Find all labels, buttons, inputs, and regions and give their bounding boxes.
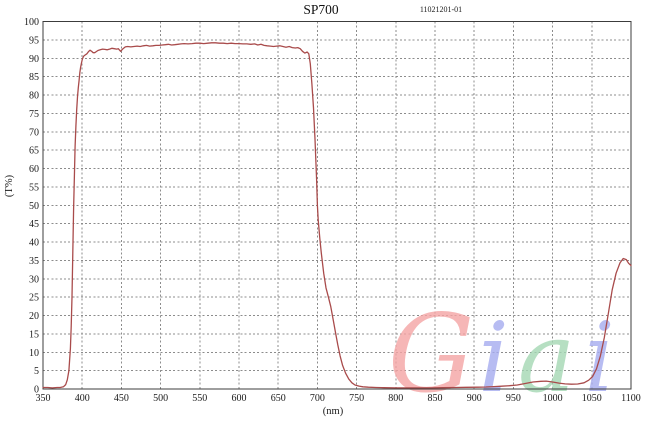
y-tick-label: 15 [29,329,39,340]
x-tick-label: 550 [192,393,207,404]
gridlines [43,21,631,389]
x-axis-label: (nm) [323,406,344,417]
y-tick-label: 70 [29,127,39,138]
x-tick-label: 1000 [543,393,563,404]
y-tick-label: 10 [29,348,39,359]
watermark-letter: a [518,302,575,414]
x-tick-label: 450 [114,393,129,404]
y-axis-label: (T%) [4,174,15,197]
x-tick-labels: 350 400 450 500 550 600 650 700 750 800 850 900 950 1… [36,393,641,404]
y-tick-label: 40 [29,238,39,249]
x-tick-label: 1050 [582,393,602,404]
y-tick-label: 30 [29,274,39,285]
y-tick-label: 50 [29,201,39,212]
y-tick-label: 75 [29,109,39,120]
x-tick-label: 350 [36,393,51,404]
x-tick-label: 650 [271,393,286,404]
y-tick-label: 85 [29,72,39,83]
x-tick-label: 750 [349,393,364,404]
x-tick-label: 600 [232,393,247,404]
transmission-curve [42,42,632,389]
x-tick-label: 400 [75,393,90,404]
y-tick-label: 0 [34,385,39,396]
y-tick-labels: 0 5 10 15 20 25 30 35 40 45 50 55 60 65 70 75 80 85 90 95 10… [24,17,39,396]
y-tick-label: 100 [24,17,39,28]
curve-layer [42,42,632,389]
x-tick-label: 850 [428,393,443,404]
y-tick-label: 25 [29,293,39,304]
x-tick-label: 800 [388,393,403,404]
y-tick-label: 35 [29,256,39,267]
x-tick-label: 950 [506,393,521,404]
x-tick-label: 900 [467,393,482,404]
y-tick-label: 55 [29,182,39,193]
y-tick-label: 5 [34,366,39,377]
y-tick-label: 65 [29,146,39,157]
chart-serial-number: 11021201-01 [420,5,462,14]
plot-border [42,20,632,390]
y-tick-label: 45 [29,219,39,230]
y-tick-label: 60 [29,164,39,175]
y-tick-label: 90 [29,54,39,65]
x-tick-label: 700 [310,393,325,404]
y-tick-label: 95 [29,35,39,46]
y-tick-label: 80 [29,91,39,102]
x-tick-label: 1100 [621,393,641,404]
watermark-text: Giai [388,292,615,417]
x-tick-label: 500 [153,393,168,404]
brand-watermark: Giai [388,292,615,417]
y-tick-label: 20 [29,311,39,322]
watermark-letter: G [388,292,474,417]
chart-title: SP700 [303,2,339,17]
watermark-letter: i [478,302,509,414]
